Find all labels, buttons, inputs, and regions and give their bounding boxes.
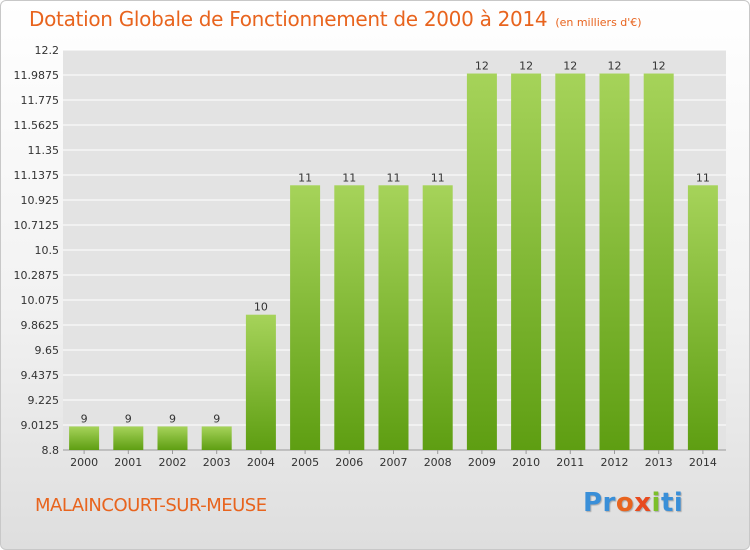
- data-label-2001: 9: [125, 412, 132, 425]
- chart-title: Dotation Globale de Fonctionnement de 20…: [29, 7, 548, 31]
- logo-part-5: ti: [660, 488, 684, 518]
- y-tick-label: 10.7125: [14, 219, 60, 232]
- logo-part-4: i: [651, 488, 661, 518]
- bar-2007[interactable]: [378, 185, 409, 450]
- x-tick-label-2007: 2007: [380, 456, 408, 469]
- y-tick-label: 8.8: [42, 444, 60, 457]
- x-tick-label-2013: 2013: [645, 456, 673, 469]
- logo-part-1: Pr: [583, 488, 616, 518]
- x-tick-label-2000: 2000: [70, 456, 98, 469]
- commune-name: MALAINCOURT-SUR-MEUSE: [35, 495, 267, 516]
- bar-2012[interactable]: [599, 73, 630, 450]
- bar-2004[interactable]: [245, 314, 276, 450]
- x-tick-label-2004: 2004: [247, 456, 275, 469]
- x-tick-label-2003: 2003: [203, 456, 231, 469]
- chart-title-block: Dotation Globale de Fonctionnement de 20…: [29, 7, 642, 31]
- bar-2013[interactable]: [643, 73, 674, 450]
- chart-subtitle: (en milliers d'€): [555, 16, 642, 29]
- y-tick-label: 9.225: [28, 394, 60, 407]
- data-label-2014: 11: [696, 171, 710, 184]
- x-tick-label-2011: 2011: [556, 456, 584, 469]
- data-label-2012: 12: [608, 60, 622, 73]
- x-tick-label-2002: 2002: [159, 456, 187, 469]
- x-tick-label-2008: 2008: [424, 456, 452, 469]
- bar-2006[interactable]: [334, 185, 365, 450]
- x-tick-label-2001: 2001: [114, 456, 142, 469]
- data-label-2010: 12: [519, 60, 533, 73]
- x-tick-label-2014: 2014: [689, 456, 717, 469]
- y-tick-label: 9.4375: [21, 369, 60, 382]
- x-tick-label-2006: 2006: [335, 456, 363, 469]
- bar-2001[interactable]: [113, 426, 144, 450]
- bar-2010[interactable]: [511, 73, 542, 450]
- data-label-2006: 11: [342, 171, 356, 184]
- y-tick-label: 11.35: [28, 144, 60, 157]
- bar-2000[interactable]: [69, 426, 100, 450]
- x-tick-label-2012: 2012: [601, 456, 629, 469]
- bar-2005[interactable]: [290, 185, 321, 450]
- bar-2014[interactable]: [687, 185, 718, 450]
- y-tick-label: 12.2: [35, 44, 60, 57]
- data-label-2013: 12: [652, 60, 666, 73]
- data-label-2007: 11: [387, 171, 401, 184]
- y-tick-label: 11.775: [21, 94, 60, 107]
- bar-2008[interactable]: [422, 185, 453, 450]
- y-tick-label: 11.1375: [14, 169, 60, 182]
- y-tick-label: 9.0125: [21, 419, 60, 432]
- data-label-2008: 11: [431, 171, 445, 184]
- logo-part-3: x: [634, 488, 652, 518]
- x-tick-label-2009: 2009: [468, 456, 496, 469]
- bar-2009[interactable]: [466, 73, 497, 450]
- data-label-2003: 9: [213, 412, 220, 425]
- data-label-2009: 12: [475, 60, 489, 73]
- bar-2002[interactable]: [157, 426, 188, 450]
- y-tick-label: 10.075: [21, 294, 60, 307]
- data-label-2005: 11: [298, 171, 312, 184]
- proxiti-logo[interactable]: Proxiti: [583, 488, 683, 518]
- data-label-2002: 9: [169, 412, 176, 425]
- y-tick-label: 10.5: [35, 244, 60, 257]
- x-tick-label-2010: 2010: [512, 456, 540, 469]
- bar-2011[interactable]: [555, 73, 586, 450]
- data-label-2004: 10: [254, 301, 268, 314]
- y-tick-label: 11.5625: [14, 119, 60, 132]
- data-label-2011: 12: [563, 60, 577, 73]
- logo-part-2: o: [615, 488, 635, 518]
- data-label-2000: 9: [81, 412, 88, 425]
- y-tick-label: 9.8625: [21, 319, 60, 332]
- bar-2003[interactable]: [201, 426, 232, 450]
- y-tick-label: 9.65: [35, 344, 60, 357]
- y-tick-label: 10.2875: [14, 269, 60, 282]
- y-tick-label: 11.9875: [14, 69, 60, 82]
- y-tick-label: 10.925: [21, 194, 60, 207]
- x-tick-label-2005: 2005: [291, 456, 319, 469]
